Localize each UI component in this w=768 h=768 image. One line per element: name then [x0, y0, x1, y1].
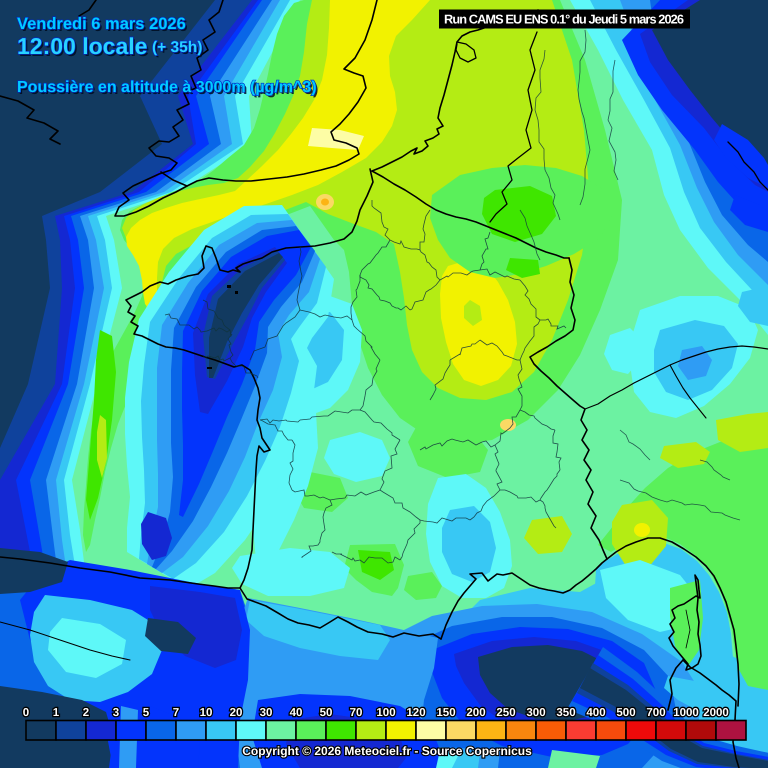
svg-text:0: 0: [23, 707, 29, 719]
svg-text:50: 50: [320, 707, 333, 719]
svg-text:70: 70: [350, 707, 363, 719]
svg-text:400: 400: [586, 707, 605, 719]
svg-text:Copyright © 2026 Meteociel.fr: Copyright © 2026 Meteociel.fr - Source C…: [242, 744, 532, 758]
svg-text:Vendredi 6 mars 2026: Vendredi 6 mars 2026: [19, 17, 188, 35]
svg-text:3: 3: [113, 707, 119, 719]
svg-text:120: 120: [406, 707, 425, 719]
svg-text:12:00 locale: 12:00 locale: [17, 33, 147, 59]
svg-text:5: 5: [143, 707, 150, 719]
svg-text:2: 2: [83, 707, 89, 719]
svg-text:1: 1: [53, 707, 60, 719]
svg-text:250: 250: [496, 707, 515, 719]
svg-text:(+ 35h): (+ 35h): [152, 39, 202, 56]
svg-text:(+ 35h): (+ 35h): [154, 41, 204, 58]
svg-text:10: 10: [200, 707, 213, 719]
svg-text:Poussière en altitude à 3000m: Poussière en altitude à 3000m (µg/m^3): [17, 79, 317, 96]
svg-text:7: 7: [173, 707, 179, 719]
svg-text:200: 200: [466, 707, 485, 719]
svg-text:30: 30: [260, 707, 273, 719]
svg-text:2000: 2000: [703, 707, 729, 719]
svg-text:Vendredi 6 mars 2026: Vendredi 6 mars 2026: [17, 15, 186, 33]
svg-text:Poussière en altitude à 3000m: Poussière en altitude à 3000m (µg/m^3): [19, 81, 319, 98]
svg-text:150: 150: [436, 707, 455, 719]
svg-text:350: 350: [556, 707, 575, 719]
svg-text:1000: 1000: [673, 707, 699, 719]
svg-text:40: 40: [290, 707, 303, 719]
svg-text:20: 20: [230, 707, 243, 719]
svg-text:700: 700: [646, 707, 665, 719]
svg-text:Run CAMS EU ENS 0.1° du Jeudi: Run CAMS EU ENS 0.1° du Jeudi 5 mars 202…: [444, 12, 684, 27]
svg-text:100: 100: [376, 707, 395, 719]
svg-text:12:00 locale: 12:00 locale: [19, 35, 149, 61]
svg-text:300: 300: [526, 707, 545, 719]
svg-text:500: 500: [616, 707, 635, 719]
